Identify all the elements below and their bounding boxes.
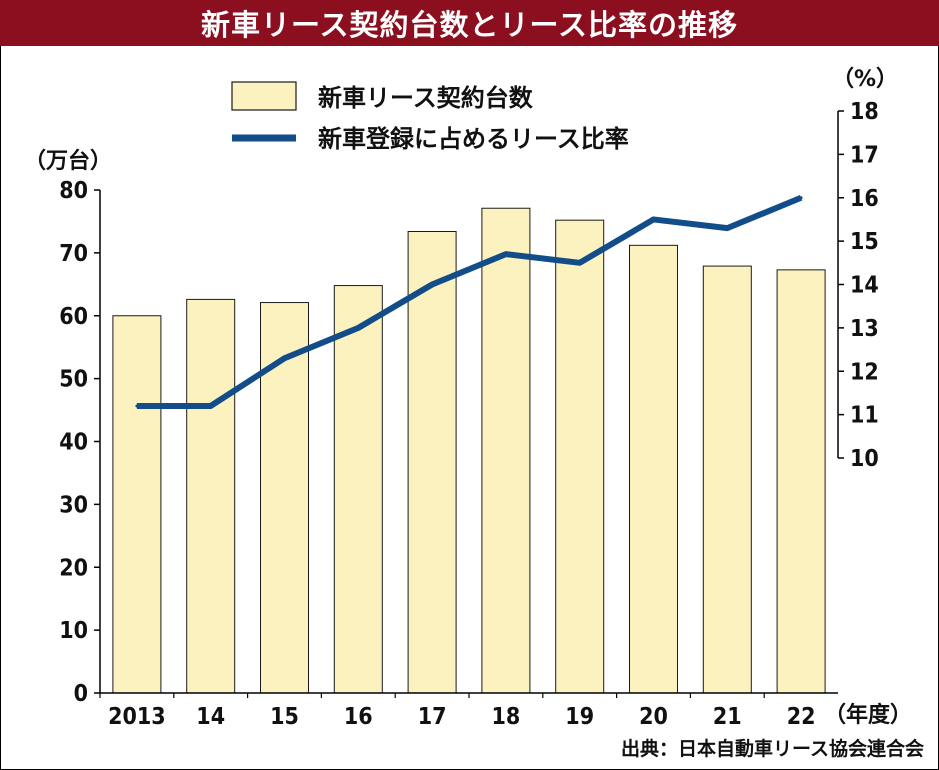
ratio-point <box>578 261 582 265</box>
bar <box>481 207 531 694</box>
ratio-point <box>725 226 729 230</box>
right-tick-label: 11 <box>850 403 879 429</box>
bar <box>186 298 236 694</box>
left-tick-label: 20 <box>59 555 88 581</box>
left-tick-label: 0 <box>74 681 88 707</box>
ratio-point <box>209 404 213 408</box>
x-tick-label: 20 <box>639 704 668 730</box>
bar <box>112 315 162 694</box>
chart-title: 新車リース契約台数とリース比率の推移 <box>0 0 939 46</box>
bar <box>555 219 605 694</box>
ratio-point <box>356 326 360 330</box>
ratio-line <box>136 194 803 409</box>
ratio-point <box>799 196 803 200</box>
bar <box>702 265 752 694</box>
right-axis-unit: （%） <box>832 67 898 92</box>
source-note: 出典：日本自動車リース協会連合会 <box>621 737 924 760</box>
right-tick-label: 10 <box>850 446 879 472</box>
left-tick-label: 70 <box>59 241 88 267</box>
left-tick-label: 10 <box>59 618 88 644</box>
ratio-point <box>504 252 508 256</box>
bar <box>629 244 678 694</box>
right-tick-label: 16 <box>850 186 879 212</box>
legend-bar-swatch <box>231 81 297 111</box>
bar <box>407 230 457 694</box>
x-tick-label: 16 <box>344 704 373 730</box>
right-tick-label: 14 <box>850 273 879 299</box>
x-tick-label: 15 <box>270 704 299 730</box>
bar <box>776 269 826 694</box>
left-tick-label: 30 <box>59 492 88 518</box>
x-tick-label: 14 <box>196 704 225 730</box>
right-tick-label: 17 <box>850 142 879 168</box>
right-tick-label: 12 <box>850 359 879 385</box>
right-tick-label: 15 <box>850 229 879 255</box>
bar <box>333 285 383 694</box>
x-tick-label: 18 <box>492 704 521 730</box>
left-tick-label: 60 <box>59 304 88 330</box>
ratio-point <box>135 404 139 408</box>
ratio-point <box>430 283 434 286</box>
legend-bar-label: 新車リース契約台数 <box>318 84 534 112</box>
left-tick-label: 80 <box>59 178 88 204</box>
x-tick-label: 21 <box>713 704 742 730</box>
plot-area: 0 10 20 30 40 50 60 70 80 2013 14 15 16 17 18 19 20 21 22 1… <box>59 99 879 730</box>
x-tick-label: 2013 <box>108 704 166 730</box>
left-axis-unit: （万台） <box>24 148 112 174</box>
left-tick-label: 40 <box>59 430 88 456</box>
ratio-point <box>283 356 286 360</box>
legend-line-label: 新車登録に占めるリース比率 <box>318 125 629 153</box>
x-tick-label: 22 <box>787 704 816 730</box>
ratio-point <box>652 217 655 221</box>
right-tick-label: 18 <box>850 99 879 125</box>
x-axis-unit: （年度） <box>824 702 912 728</box>
x-tick-label: 19 <box>565 704 594 730</box>
left-tick-label: 50 <box>59 367 88 393</box>
x-tick-label: 17 <box>418 704 447 730</box>
right-tick-label: 13 <box>850 316 879 342</box>
